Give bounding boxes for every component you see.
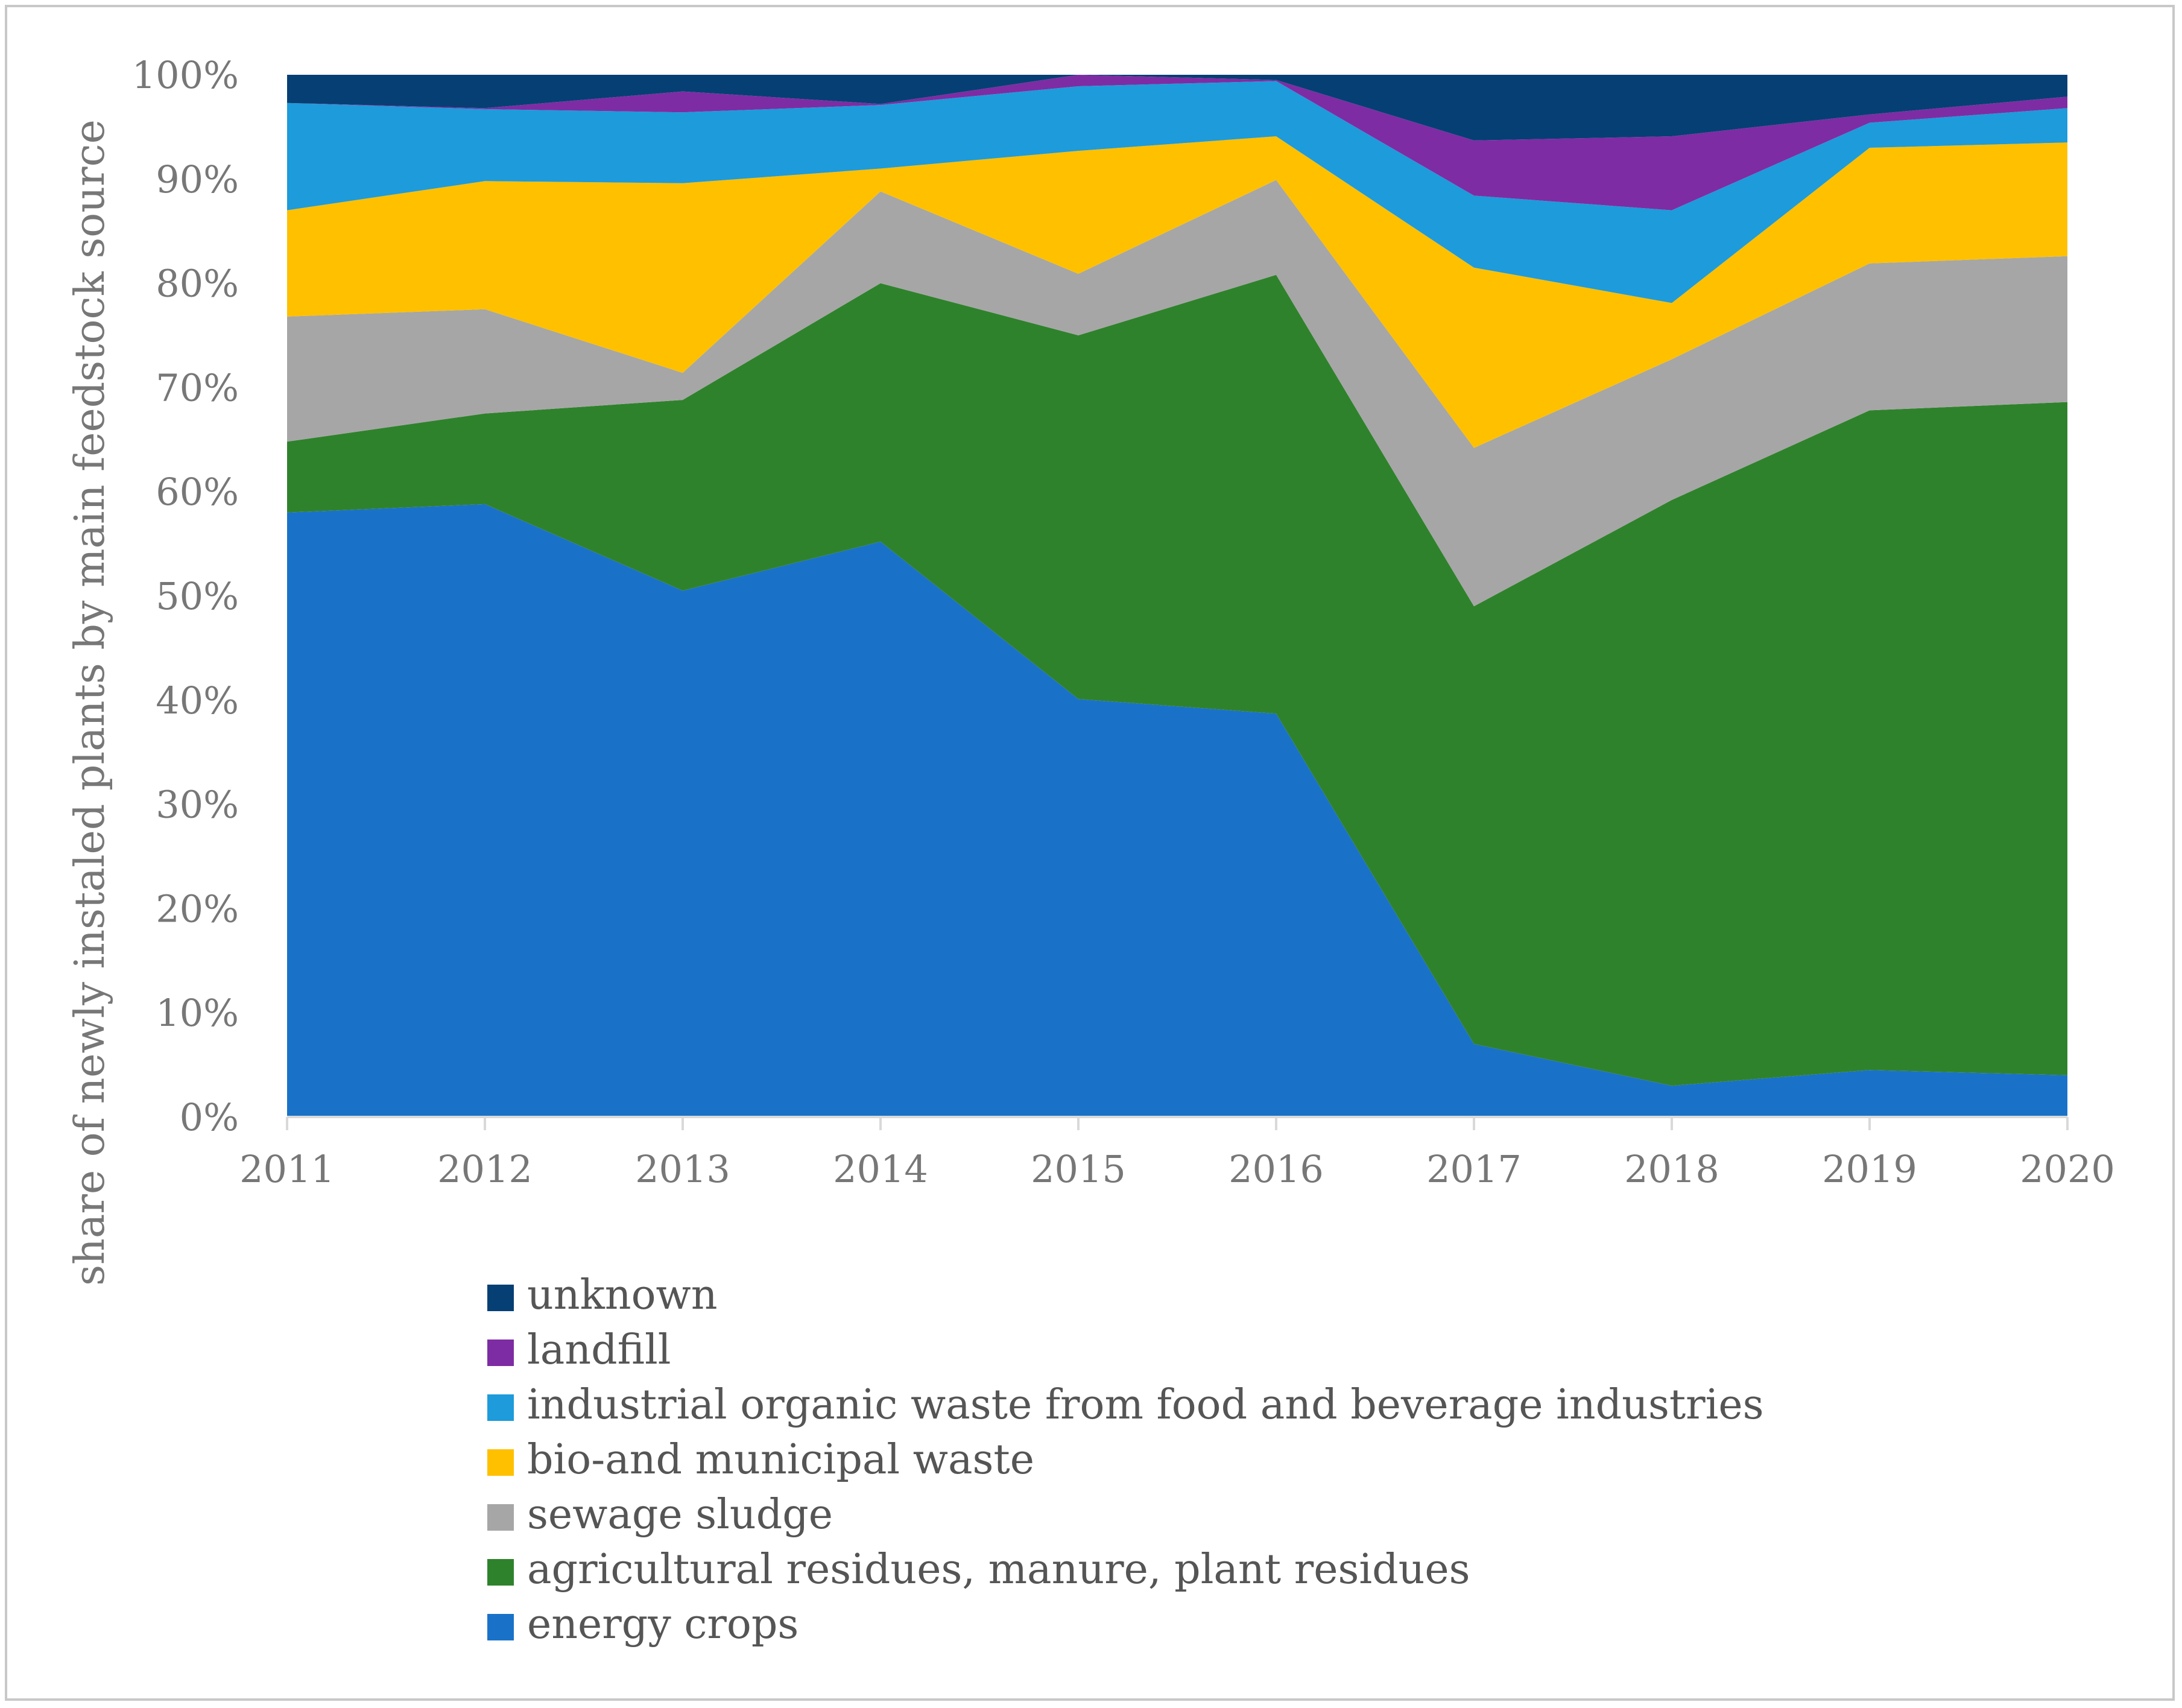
area-energy-crops [287,504,2067,1117]
x-tick-label: 2014 [833,1147,928,1191]
y-tick-label: 10% [156,991,239,1035]
y-tick-label: 0% [180,1095,239,1139]
legend-label-unknown: unknown [527,1271,718,1319]
x-tick-label: 2011 [239,1147,335,1191]
area-bio-and-municipal-waste [287,136,2067,448]
area-sewage-sludge [287,180,2067,607]
area-unknown [287,75,2067,141]
legend-swatch-industrial-organic-waste-from-food-and-beverage-industries [487,1394,514,1421]
legend-swatch-landfill [487,1340,514,1366]
y-tick-label: 90% [156,157,239,201]
y-tick-label: 40% [156,678,239,723]
y-tick-label: 20% [156,887,239,931]
legend-label-energy-crops: energy crops [527,1601,798,1648]
y-tick-label: 60% [156,470,239,514]
area-agricultural-residues-manure-plant-residues [287,274,2067,1086]
y-axis-label: share of newly instaled plants by main f… [66,119,114,1286]
chart-frame [5,5,2175,1701]
area-industrial-organic-waste-from-food-and-beverage-industries [287,81,2067,303]
x-tick-label: 2016 [1229,1147,1324,1191]
legend-swatch-energy-crops [487,1614,514,1640]
y-tick-label: 70% [156,365,239,410]
y-tick-label: 80% [156,262,239,306]
legend-label-landfill: landfill [527,1326,671,1374]
legend-label-industrial-organic-waste-from-food-and-beverage-industries: industrial organic waste from food and b… [527,1381,1764,1429]
legend-swatch-unknown [487,1285,514,1311]
axes-group: 2011 2012 2013 2014 2015 2016 2017 2018 2019 2020… [132,53,2115,1191]
legend-label-sewage-sludge: sewage sludge [527,1491,833,1539]
legend: unknown landfill industrial organic waste … [487,1271,1764,1648]
legend-label-bio-and-municipal-waste: bio-and municipal waste [527,1436,1034,1484]
legend-label-agricultural-residues-manure-plant-residues: agricultural residues, manure, plant res… [527,1546,1470,1593]
y-tick-label: 30% [156,783,239,827]
x-tick-label: 2019 [1822,1147,1917,1191]
x-tick-label: 2012 [437,1147,533,1191]
legend-swatch-agricultural-residues-manure-plant-residues [487,1559,514,1586]
area-series-group [287,75,2067,1117]
legend-swatch-bio-and-municipal-waste [487,1449,514,1476]
x-tick-label: 2015 [1031,1147,1126,1191]
x-tick-label: 2018 [1624,1147,1719,1191]
y-tick-label: 100% [132,53,239,97]
legend-swatch-sewage-sludge [487,1504,514,1531]
x-tick-label: 2013 [635,1147,730,1191]
y-tick-label: 50% [156,574,239,618]
area-landfill [287,75,2067,210]
x-tick-label: 2017 [1426,1147,1522,1191]
x-tick-label: 2020 [2020,1147,2115,1191]
